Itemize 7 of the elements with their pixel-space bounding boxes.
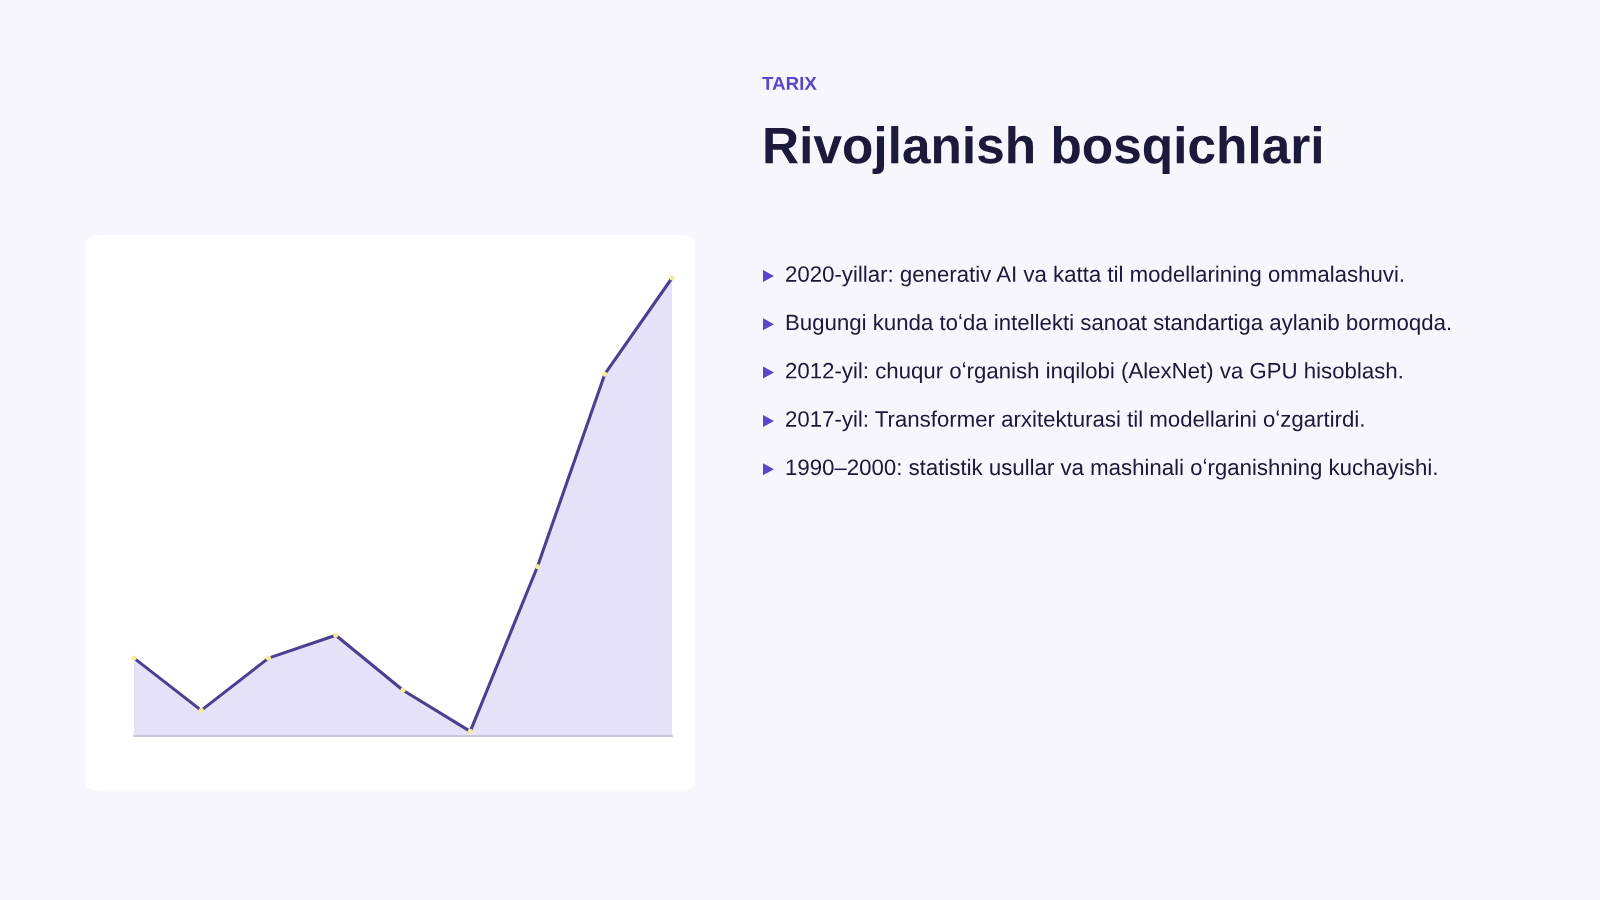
text: 2020-yillar: generativ AI va katta til modellarining ommalashuvi.	[786, 265, 1404, 287]
text: 1990–2000: statistik usullar va mashinali oʻrganishning kuchayishi.	[786, 458, 1437, 480]
text: 2017-yil: Transformer arxitekturasi til modellarini oʻzgartirdi.	[786, 410, 1364, 432]
text: Rivojlanish bosqichlari	[765, 126, 1321, 174]
text: TARIX	[762, 76, 817, 90]
text: 2012-yil: chuqur oʻrganish inqilobi (AlexNet) va GPU hisoblash.	[786, 362, 1402, 383]
text: Bugungi kunda toʻda intellekti sanoat standartiga aylanib bormoqda.	[786, 313, 1451, 335]
